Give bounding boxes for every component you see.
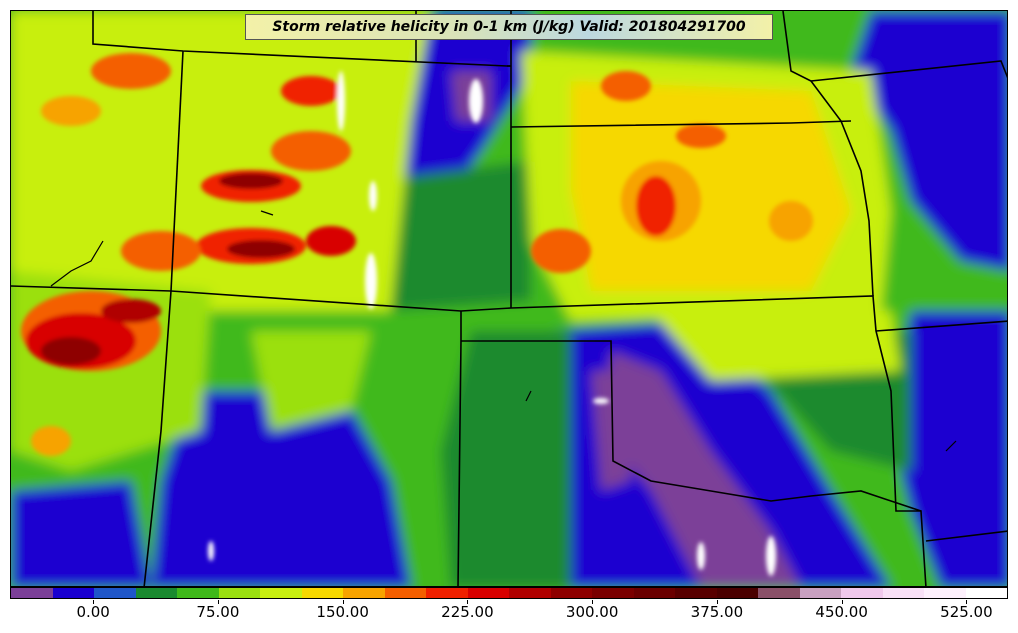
colorbar-tick-label: 75.00 xyxy=(196,603,240,621)
colorbar-tick-label: 450.00 xyxy=(815,603,868,621)
state-boundaries xyxy=(11,11,1007,586)
colorbar-segment xyxy=(218,588,260,598)
colorbar-segment xyxy=(509,588,551,598)
colorbar-tick xyxy=(966,600,968,604)
colorbar-tick-label: 375.00 xyxy=(690,603,744,621)
colorbar-segment xyxy=(716,588,758,598)
colorbar-tick xyxy=(93,600,95,604)
colorbar-segment xyxy=(94,588,136,598)
colorbar-segment xyxy=(301,588,343,598)
colorbar-segment xyxy=(675,588,717,598)
helicity-maxima xyxy=(21,53,813,576)
colorbar-tick-label: 0.00 xyxy=(76,603,110,621)
colorbar-segment xyxy=(135,588,177,598)
colorbar-segment xyxy=(882,588,924,598)
colorbar-tick xyxy=(592,600,594,604)
colorbar-segment xyxy=(260,588,302,598)
colorbar-tick xyxy=(467,600,469,604)
colorbar-tick xyxy=(217,600,219,604)
colorbar-tick-label: 525.00 xyxy=(940,603,993,621)
colorbar-segment xyxy=(799,588,841,598)
colorbar-segment xyxy=(924,588,966,598)
map-title: Storm relative helicity in 0-1 km (J/kg)… xyxy=(245,14,773,40)
colorbar-segment xyxy=(384,588,426,598)
colorbar-tick xyxy=(841,600,843,604)
colorbar-segment xyxy=(11,588,53,598)
colorbar-segment xyxy=(550,588,592,598)
colorbar-segment xyxy=(758,588,800,598)
helicity-field xyxy=(11,11,1007,586)
colorbar-tick-label: 225.00 xyxy=(441,603,494,621)
colorbar-tick-label: 300.00 xyxy=(565,603,619,621)
colorbar-tick-label: 150.00 xyxy=(316,603,369,621)
colorbar-segment xyxy=(343,588,385,598)
colorbar-segment xyxy=(841,588,883,598)
colorbar-segment xyxy=(633,588,675,598)
colorbar-tick xyxy=(716,600,718,604)
colorbar-segment xyxy=(426,588,468,598)
colorbar-segment xyxy=(592,588,634,598)
colorbar-segment xyxy=(177,588,219,598)
colorbar-tick xyxy=(342,600,344,604)
colorbar-ticks: 0.00 75.00 150.00 225.00 300.00 375.00 450.00 5… xyxy=(10,600,1008,628)
colorbar xyxy=(10,587,1008,599)
colorbar-segment xyxy=(965,588,1007,598)
water-bodies xyxy=(50,210,957,452)
colorbar-segment xyxy=(467,588,509,598)
colorbar-segment xyxy=(52,588,94,598)
helicity-map[interactable] xyxy=(10,10,1008,587)
